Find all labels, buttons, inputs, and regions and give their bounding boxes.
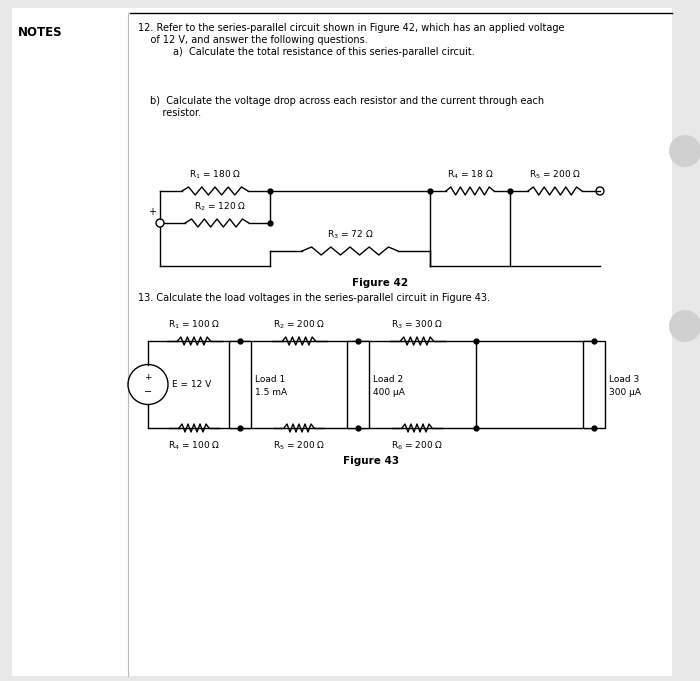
Text: 12. Refer to the series-parallel circuit shown in Figure 42, which has an applie: 12. Refer to the series-parallel circuit… <box>138 23 564 33</box>
Text: resistor.: resistor. <box>150 108 201 118</box>
Text: R$_3$ = 300 $\Omega$: R$_3$ = 300 $\Omega$ <box>391 319 443 331</box>
Text: E = 12 V: E = 12 V <box>172 380 211 389</box>
Text: 300 μA: 300 μA <box>609 388 641 397</box>
Text: R$_5$ = 200 $\Omega$: R$_5$ = 200 $\Omega$ <box>528 168 581 181</box>
Text: R$_1$ = 180 $\Omega$: R$_1$ = 180 $\Omega$ <box>189 168 241 181</box>
Text: R$_5$ = 200 $\Omega$: R$_5$ = 200 $\Omega$ <box>273 440 326 452</box>
Text: R$_3$ = 72 $\Omega$: R$_3$ = 72 $\Omega$ <box>327 229 373 241</box>
Text: R$_1$ = 100 $\Omega$: R$_1$ = 100 $\Omega$ <box>168 319 220 331</box>
Bar <box>347 341 369 428</box>
Text: b)  Calculate the voltage drop across each resistor and the current through each: b) Calculate the voltage drop across eac… <box>150 96 544 106</box>
Circle shape <box>669 135 700 167</box>
Text: R$_6$ = 200 $\Omega$: R$_6$ = 200 $\Omega$ <box>391 440 443 452</box>
Bar <box>583 341 605 428</box>
Text: Load 1: Load 1 <box>255 375 286 384</box>
Text: 1.5 mA: 1.5 mA <box>255 388 287 397</box>
Text: R$_4$ = 100 $\Omega$: R$_4$ = 100 $\Omega$ <box>168 440 220 452</box>
Text: Figure 43: Figure 43 <box>343 456 399 466</box>
Text: R$_2$ = 120 $\Omega$: R$_2$ = 120 $\Omega$ <box>194 200 246 213</box>
Circle shape <box>669 310 700 342</box>
Text: Load 2: Load 2 <box>373 375 403 384</box>
Text: Figure 42: Figure 42 <box>352 278 408 288</box>
Text: R$_4$ = 18 $\Omega$: R$_4$ = 18 $\Omega$ <box>447 168 494 181</box>
Text: a)  Calculate the total resistance of this series-parallel circuit.: a) Calculate the total resistance of thi… <box>148 47 475 57</box>
Text: 13. Calculate the load voltages in the series-parallel circuit in Figure 43.: 13. Calculate the load voltages in the s… <box>138 293 490 303</box>
Text: Load 3: Load 3 <box>609 375 639 384</box>
Text: R$_2$ = 200 $\Omega$: R$_2$ = 200 $\Omega$ <box>273 319 326 331</box>
Text: of 12 V, and answer the following questions.: of 12 V, and answer the following questi… <box>138 35 368 45</box>
Text: 400 μA: 400 μA <box>373 388 405 397</box>
Text: −: − <box>144 387 152 396</box>
Bar <box>229 341 251 428</box>
Text: +: + <box>148 207 156 217</box>
Text: NOTES: NOTES <box>18 26 62 39</box>
Text: +: + <box>144 373 152 382</box>
